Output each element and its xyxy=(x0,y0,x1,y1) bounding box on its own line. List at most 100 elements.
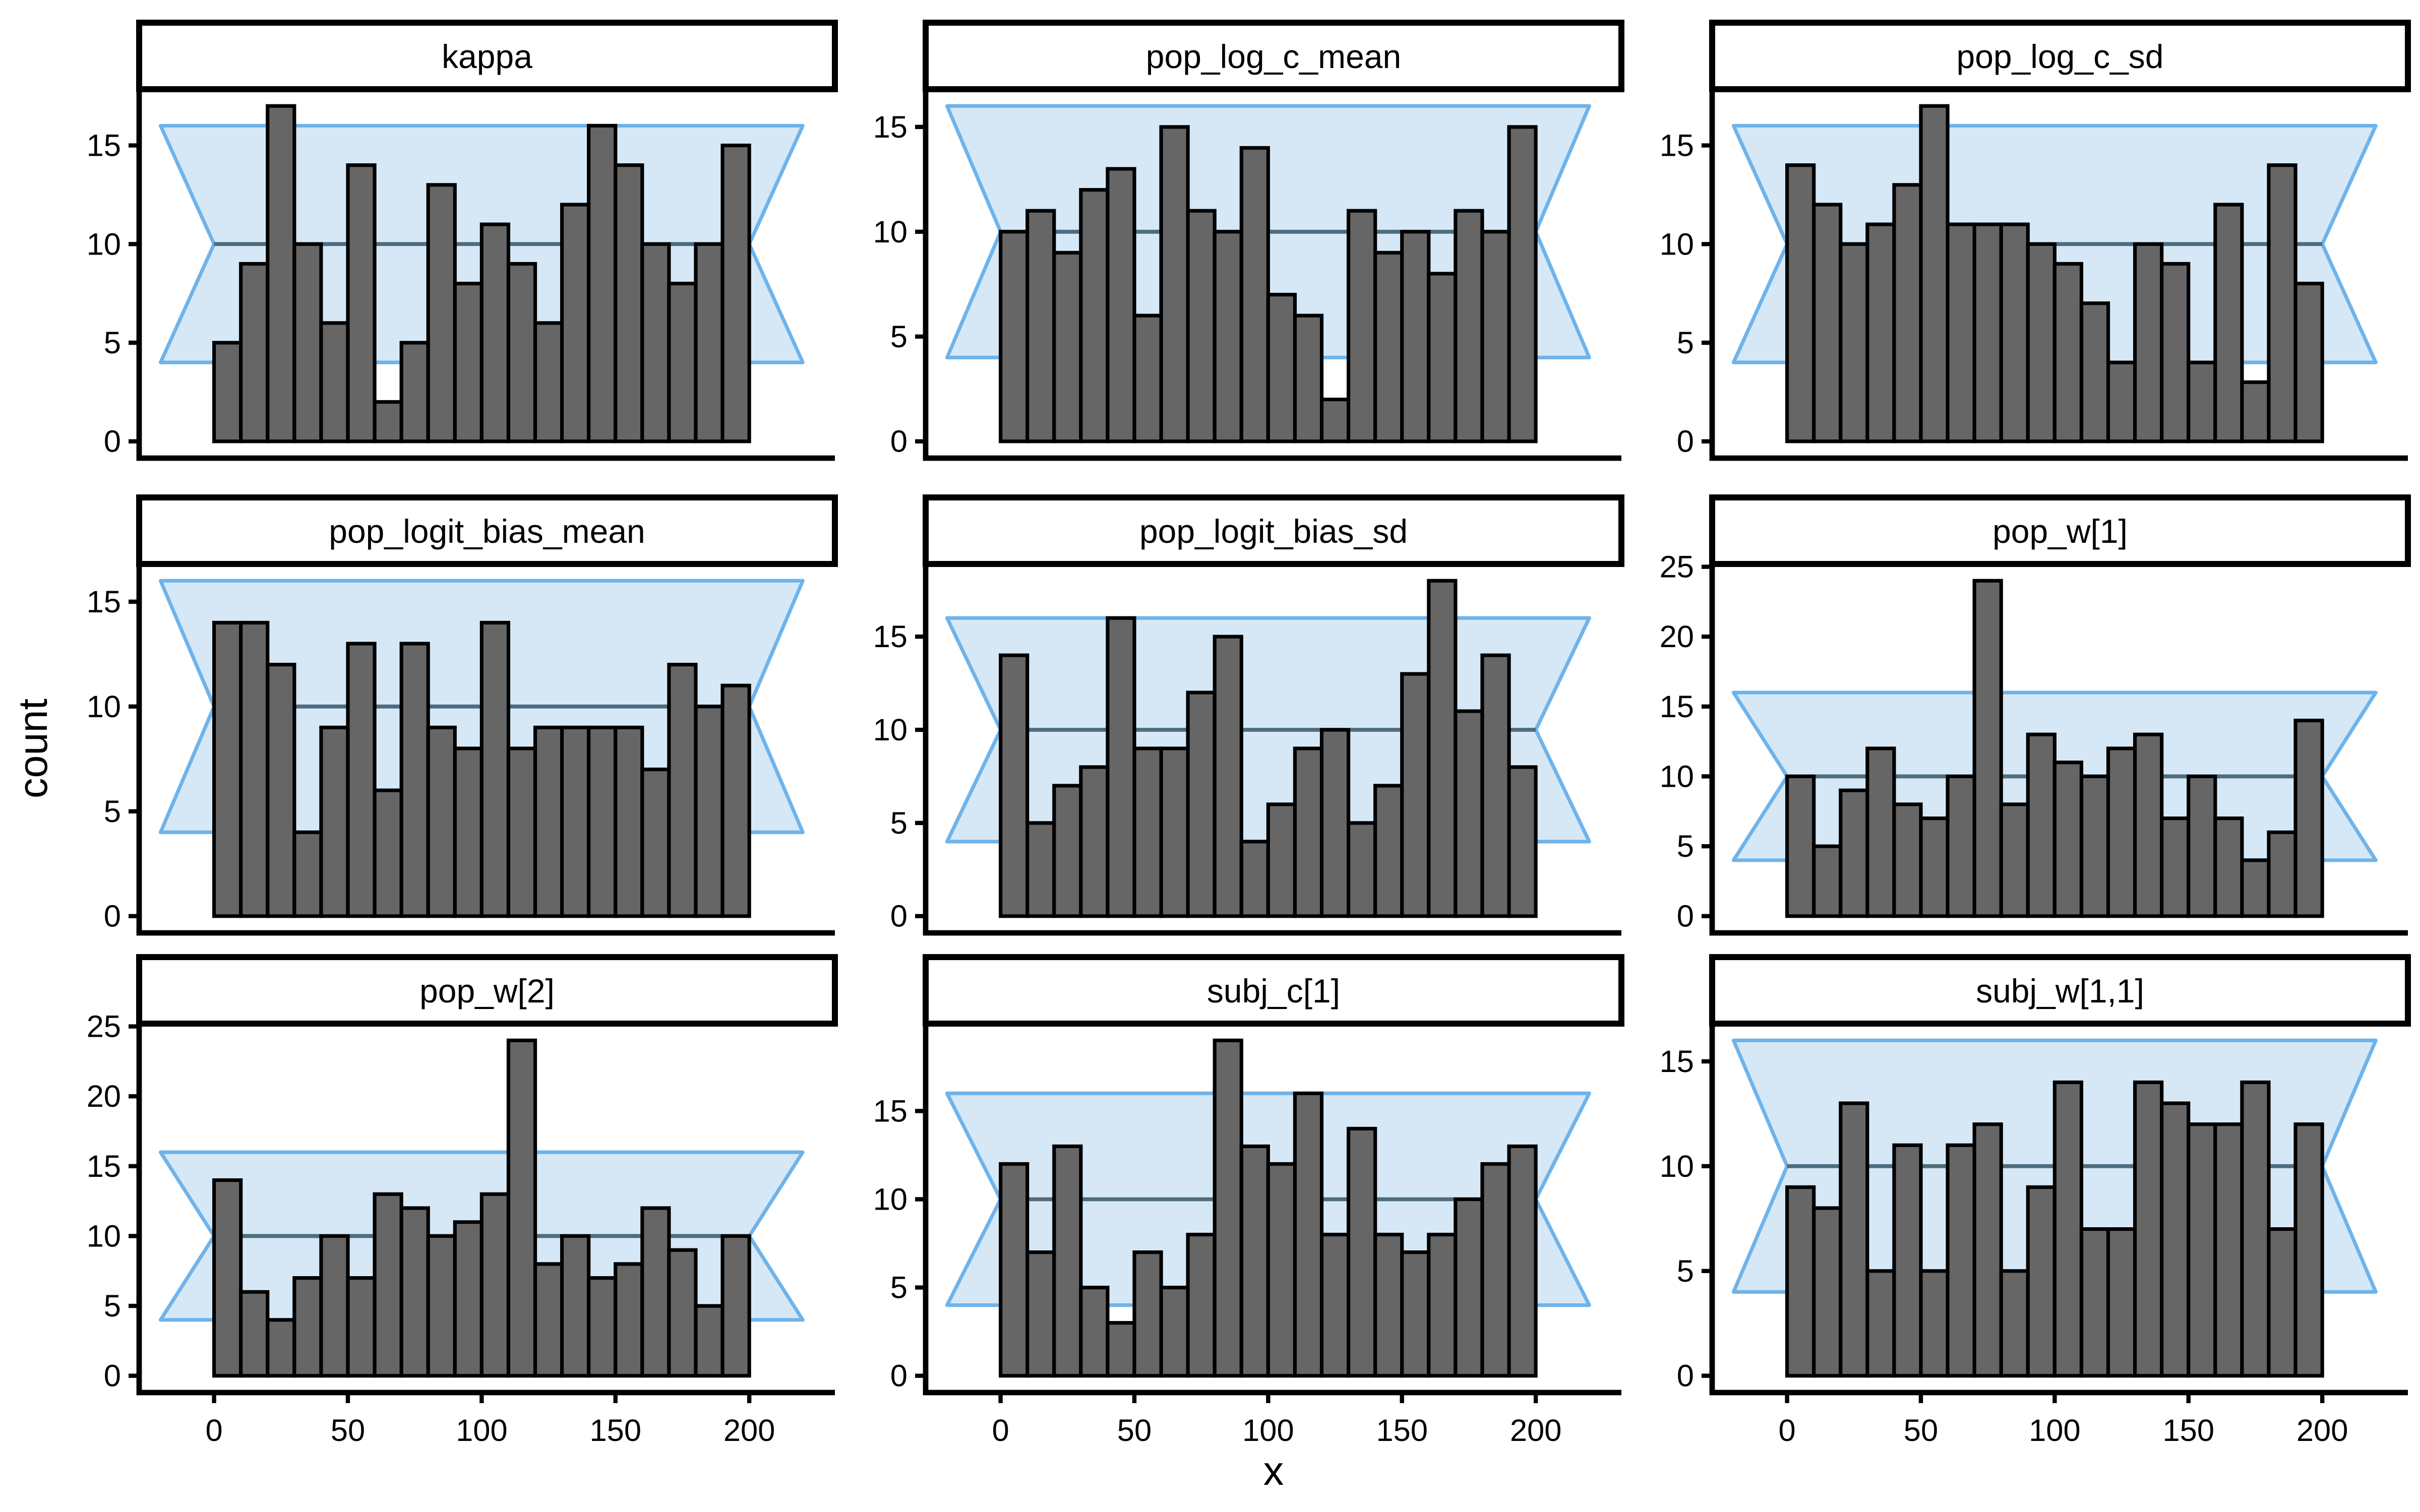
histogram-bar xyxy=(667,663,698,918)
x-tick-label: 200 xyxy=(1510,1413,1562,1448)
histogram-bar xyxy=(1159,1286,1190,1378)
histogram-bar xyxy=(1319,397,1351,444)
y-tick-label: 15 xyxy=(1660,1044,1694,1079)
histogram-bar xyxy=(1507,125,1538,444)
histogram-bar xyxy=(2133,242,2164,444)
histogram-bar xyxy=(1052,250,1083,444)
y-axis-title: count xyxy=(11,698,56,799)
histogram-bar xyxy=(1785,163,1816,444)
histogram-bar xyxy=(640,767,671,918)
histogram-bar xyxy=(999,1162,1030,1378)
histogram-bar xyxy=(560,203,591,444)
histogram-bar xyxy=(640,242,671,444)
histogram-bar xyxy=(1106,1321,1136,1378)
y-tick-label: 5 xyxy=(1677,1254,1694,1289)
y-tick-label: 10 xyxy=(1660,1149,1694,1184)
histogram-bar xyxy=(1293,746,1324,918)
histogram-bar xyxy=(999,230,1030,444)
histogram-bar xyxy=(2106,746,2137,918)
histogram-bar xyxy=(2187,360,2217,444)
x-tick-label: 50 xyxy=(1904,1413,1938,1448)
histogram-bar xyxy=(266,104,296,444)
facet-title: pop_logit_bias_mean xyxy=(329,513,645,550)
histogram-bar xyxy=(2293,718,2324,918)
histogram-bar xyxy=(1892,1143,1923,1378)
histogram-bar xyxy=(2079,301,2110,444)
histogram-bar xyxy=(1347,821,1377,918)
histogram-bar xyxy=(1025,209,1056,444)
histogram-bar xyxy=(1186,209,1217,444)
histogram-bar xyxy=(694,1304,724,1378)
axis-lines xyxy=(923,564,1621,936)
facet-panel: pop_logit_bias_mean 0 5 10 15 xyxy=(87,494,838,936)
x-tick-label: 0 xyxy=(1779,1413,1796,1448)
facet-title: pop_log_c_mean xyxy=(1146,38,1401,75)
y-tick-label: 25 xyxy=(87,1010,121,1044)
histogram-bar xyxy=(720,683,751,918)
histogram-bar xyxy=(1025,821,1056,918)
histogram-bar xyxy=(212,1178,243,1378)
histogram-bar xyxy=(1919,816,1950,918)
histogram-bar xyxy=(1106,167,1136,444)
facet-strip xyxy=(136,20,838,92)
histogram-bar xyxy=(667,281,698,444)
histogram-bar xyxy=(1427,579,1458,918)
y-tick-label: 10 xyxy=(873,1182,908,1217)
y-tick-label: 10 xyxy=(87,227,121,262)
histogram-bar xyxy=(319,321,350,444)
facet-strip xyxy=(136,954,838,1027)
histogram-bar xyxy=(2267,1227,2297,1378)
x-tick-label: 100 xyxy=(1242,1413,1294,1448)
y-tick-label: 5 xyxy=(890,806,908,841)
histogram-bar xyxy=(1865,746,1896,918)
histogram-bar xyxy=(239,262,270,444)
histogram-bar xyxy=(2187,774,2217,918)
histogram-bar xyxy=(1159,125,1190,444)
histogram-bar xyxy=(2106,1227,2137,1378)
facet-strip xyxy=(1709,20,2411,92)
y-tick-label: 10 xyxy=(87,1219,121,1253)
histogram-bar xyxy=(426,725,457,918)
facet-strip xyxy=(923,954,1624,1027)
histogram-bar xyxy=(1839,788,1869,918)
x-tick-label: 50 xyxy=(331,1413,365,1448)
y-tick-label: 0 xyxy=(1677,899,1694,934)
histogram-bar xyxy=(1293,313,1324,444)
axis-lines xyxy=(1709,1024,2408,1396)
histogram-bar xyxy=(1480,1162,1511,1378)
histogram-bar xyxy=(266,663,296,918)
y-tick-label: 5 xyxy=(1677,326,1694,360)
histogram-bar xyxy=(346,163,377,444)
x-tick-label: 100 xyxy=(2029,1413,2081,1448)
histogram-bar xyxy=(2079,774,2110,918)
histogram-bar xyxy=(373,788,403,918)
histogram-bar xyxy=(2293,281,2324,444)
histogram-bar xyxy=(1239,146,1270,444)
facet-title: kappa xyxy=(442,38,532,75)
histogram-bar xyxy=(614,1262,644,1378)
histogram-bar xyxy=(1946,774,1976,918)
histogram-bar xyxy=(2160,1101,2191,1378)
histogram-bar xyxy=(266,1318,296,1378)
histogram-bar xyxy=(1454,209,1484,444)
y-tick-label: 0 xyxy=(890,1359,908,1394)
x-tick-label: 150 xyxy=(589,1413,641,1448)
histogram-bar xyxy=(479,222,511,444)
histogram-bar xyxy=(1373,250,1404,444)
histogram-bar xyxy=(399,341,430,444)
histogram-bar xyxy=(1892,802,1923,918)
histogram-bar xyxy=(2187,1122,2217,1378)
axis-lines xyxy=(1709,89,2408,461)
histogram-bar xyxy=(1373,784,1404,918)
histogram-bar xyxy=(1213,1038,1243,1378)
histogram-bar xyxy=(2240,858,2271,918)
histogram-bar xyxy=(2106,360,2137,444)
facet-title: pop_w[1] xyxy=(1992,513,2128,550)
y-tick-label: 0 xyxy=(890,424,908,459)
histogram-bar xyxy=(614,725,644,918)
histogram-bar xyxy=(999,653,1030,918)
y-tick-label: 0 xyxy=(104,899,121,934)
histogram-bar xyxy=(239,620,270,918)
